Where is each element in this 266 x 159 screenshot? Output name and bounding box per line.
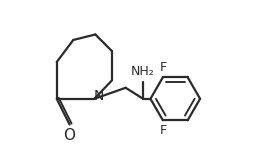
Text: F: F — [160, 124, 167, 137]
Text: N: N — [94, 89, 104, 103]
Text: NH₂: NH₂ — [131, 65, 155, 78]
Text: F: F — [160, 61, 167, 74]
Text: O: O — [64, 128, 76, 143]
